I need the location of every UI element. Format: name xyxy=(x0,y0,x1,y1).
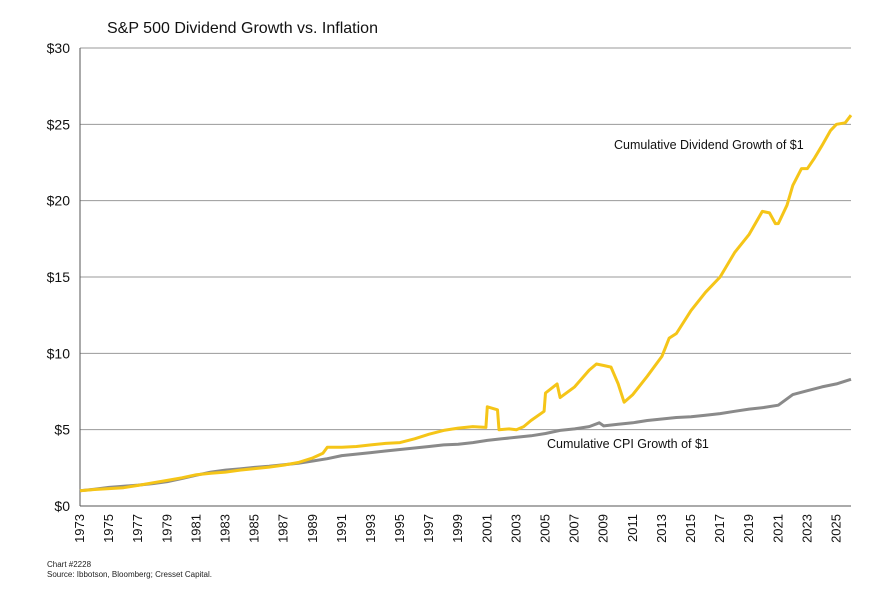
x-tick-label: 2011 xyxy=(625,514,640,542)
x-tick-label: 1981 xyxy=(188,514,203,543)
dividend-growth-line xyxy=(79,114,853,493)
grid-lines xyxy=(80,47,851,507)
dividend-series-label: Cumulative Dividend Growth of $1 xyxy=(614,138,804,152)
x-axis: 1973 1975 1977 1979 1981 1983 1985 1987 1989 1991… xyxy=(72,514,843,543)
x-tick-label: 1999 xyxy=(450,514,465,543)
x-tick-label: 1983 xyxy=(217,514,232,543)
x-tick-label: 2009 xyxy=(596,514,611,543)
x-tick-label: 1977 xyxy=(130,514,145,543)
x-tick-label: 2025 xyxy=(828,514,843,543)
x-tick-label: 2019 xyxy=(741,514,756,543)
x-tick-label: 1989 xyxy=(305,514,320,543)
chart-number: Chart #2228 xyxy=(47,560,92,569)
x-tick-label: 1997 xyxy=(421,514,436,543)
y-axis: $0 $5 $10 $15 $20 $25 $30 xyxy=(47,40,71,514)
y-tick-label: $5 xyxy=(54,422,70,438)
x-tick-label: 2003 xyxy=(508,514,523,543)
y-tick-label: $20 xyxy=(47,193,71,209)
x-tick-label: 2017 xyxy=(712,514,727,543)
x-tick-label: 1995 xyxy=(392,514,407,543)
series-group xyxy=(79,114,853,493)
x-tick-label: 1985 xyxy=(247,514,262,543)
x-tick-label: 2007 xyxy=(567,514,582,543)
x-tick-label: 2013 xyxy=(654,514,669,543)
cpi-series-label: Cumulative CPI Growth of $1 xyxy=(547,437,709,451)
y-tick-label: $30 xyxy=(47,40,71,56)
y-tick-label: $25 xyxy=(47,116,71,132)
x-tick-label: 1993 xyxy=(363,514,378,543)
x-tick-label: 1975 xyxy=(101,514,116,543)
x-tick-label: 2023 xyxy=(799,514,814,543)
source-note: Source: Ibbotson, Bloomberg; Cresset Cap… xyxy=(47,570,212,579)
x-tick-label: 2015 xyxy=(683,514,698,543)
y-tick-label: $0 xyxy=(54,498,70,514)
x-tick-label: 1987 xyxy=(276,514,291,543)
chart-title: S&P 500 Dividend Growth vs. Inflation xyxy=(107,20,378,37)
x-tick-label: 2001 xyxy=(479,514,494,543)
y-tick-label: $15 xyxy=(47,269,71,285)
y-tick-label: $10 xyxy=(47,345,71,361)
x-tick-label: 2021 xyxy=(770,514,785,543)
x-tick-label: 1991 xyxy=(334,514,349,543)
x-tick-label: 2005 xyxy=(538,514,553,543)
x-tick-label: 1979 xyxy=(159,514,174,543)
x-tick-label: 1973 xyxy=(72,514,87,543)
